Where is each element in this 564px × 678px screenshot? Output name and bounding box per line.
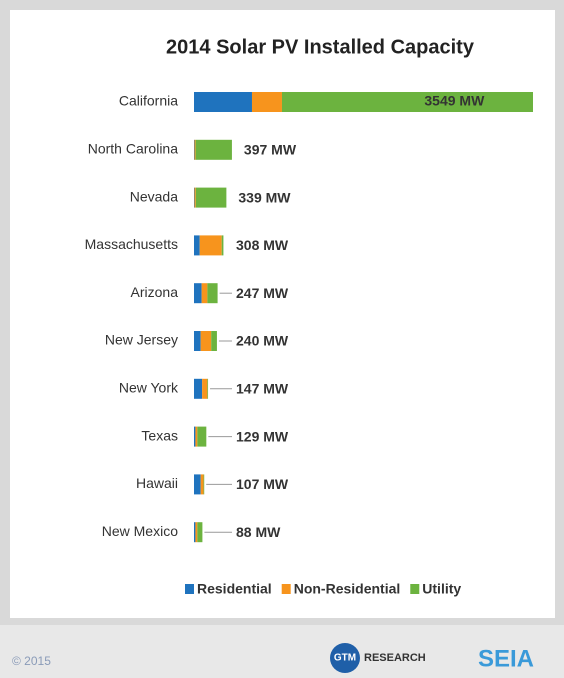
bar-segment [195,139,232,160]
bar-segment [200,474,204,495]
bar-segment [194,139,196,160]
total-label: 3549 MW [424,93,485,109]
bar-segment [203,474,205,495]
total-label: 88 MW [236,524,281,540]
bar-segment [194,522,196,543]
legend-label: Residential [197,581,272,597]
bar-segment [197,426,207,447]
legend-label: Utility [422,581,461,597]
bar-segment [211,331,217,351]
bar-segment [194,474,201,495]
category-label: Massachusetts [85,236,178,252]
bar-segment [194,187,196,208]
bar-segment [194,331,201,351]
legend-swatch [281,584,291,594]
category-label: California [119,93,178,109]
total-label: 308 MW [236,237,289,253]
category-label: New Jersey [105,332,178,348]
total-label: 339 MW [238,189,291,205]
gtm-text: GTM [334,653,356,664]
bar-segment [251,92,282,112]
bar-segment [207,283,218,304]
category-label: Nevada [130,188,178,204]
bar-segment [201,283,208,304]
total-label: 147 MW [236,381,289,397]
bar-segment [195,522,198,543]
bar-segment [221,235,224,256]
legend-swatch [410,584,420,594]
category-label: Hawaii [136,475,178,491]
bar-segment [197,522,203,543]
total-label: 397 MW [244,142,297,158]
footer-band [0,625,564,678]
research-text: RESEARCH [364,652,426,664]
chart-title: 2014 Solar PV Installed Capacity [166,36,475,58]
category-label: North Carolina [88,141,178,157]
bar-segment [207,378,209,399]
bar-segment [194,283,202,304]
total-label: 129 MW [236,428,289,444]
bar-segment [199,235,222,256]
seia-logo: SEIA [478,645,534,672]
bar-segment [194,235,200,256]
total-label: 247 MW [236,285,289,301]
bar-segment [195,187,227,208]
category-label: Texas [141,427,178,443]
bar-segment [194,378,203,399]
category-label: New Mexico [102,523,178,539]
total-label: 240 MW [236,333,289,349]
copyright: © 2015 [12,654,51,668]
category-label: Arizona [131,284,179,300]
legend-swatch [185,584,194,594]
bar-segment [202,378,208,399]
gtm-logo [330,643,360,673]
bar-segment [194,92,252,112]
bar-segment [194,426,196,447]
legend-label: Non-Residential [294,581,401,597]
bar-segment [200,331,212,351]
total-label: 107 MW [236,476,289,492]
bar-segment [195,426,198,447]
category-label: New York [119,380,179,396]
bar-segment [281,92,533,112]
